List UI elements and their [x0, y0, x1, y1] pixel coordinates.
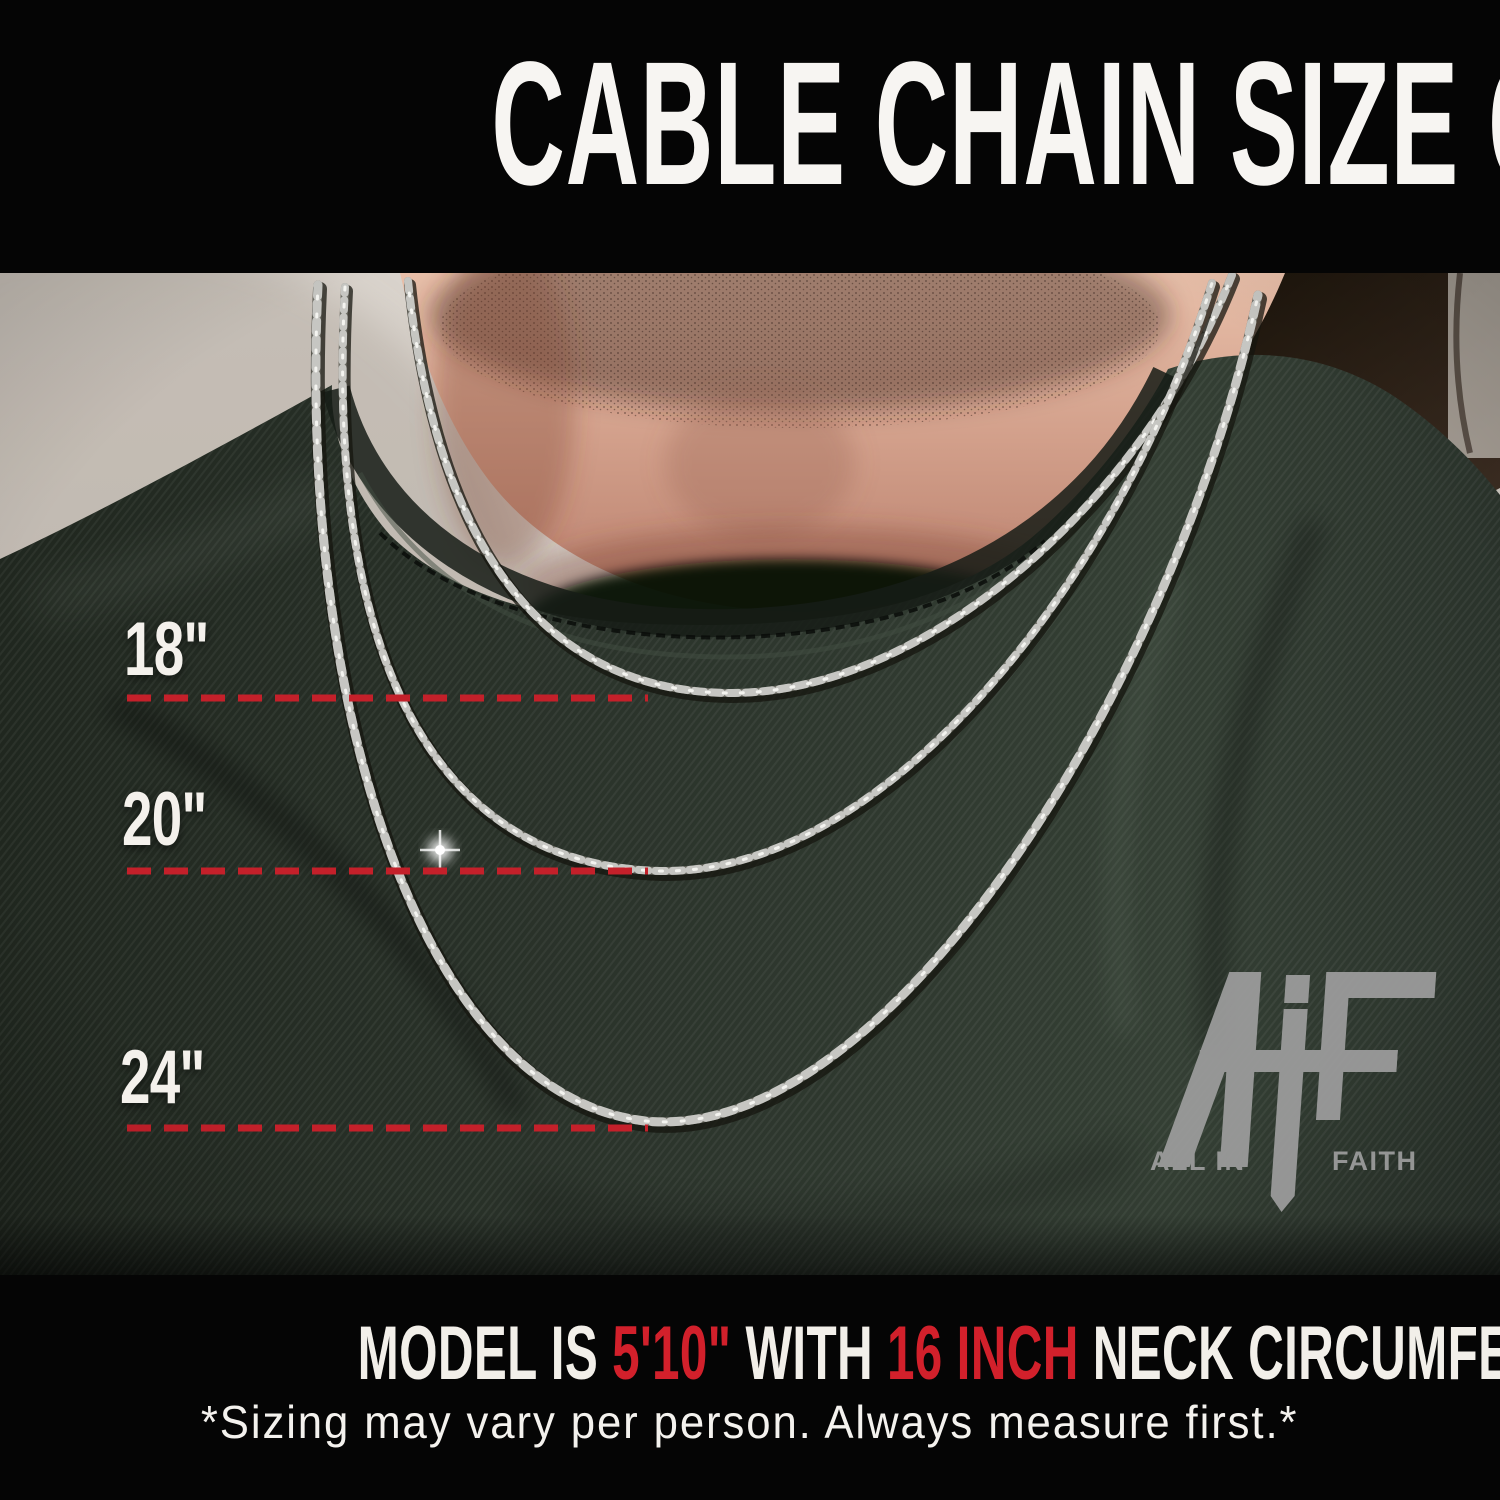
model-height: 5'10" — [612, 1311, 732, 1396]
model-info-part: WITH — [745, 1311, 873, 1396]
bottom-banner: MODEL IS 5'10" WITH 16 INCH NECK CIRCUMF… — [0, 1275, 1500, 1500]
logo-tagline-right: FAITH — [1332, 1146, 1418, 1176]
bottom-fade — [0, 1215, 1500, 1275]
model-info-text: MODEL IS 5'10" WITH 16 INCH NECK CIRCUMF… — [0, 1316, 1500, 1392]
model-info-part: NECK CIRCUMFERENCE — [1092, 1311, 1500, 1396]
sizing-note: *Sizing may vary per person. Always meas… — [201, 1396, 1299, 1448]
sword-icon — [1270, 1009, 1308, 1212]
page-title-wrap: CABLE CHAIN SIZE CHART — [0, 36, 1500, 212]
top-banner: CABLE CHAIN SIZE CHART — [0, 0, 1500, 273]
size-label-18-inch: 18" — [124, 607, 209, 692]
logo-tagline-left: ALL IN — [1150, 1146, 1246, 1176]
letter-i-dot — [1284, 975, 1311, 1003]
model-info-part: MODEL IS — [357, 1311, 599, 1396]
aif-logo: ALL IN FAITH — [1150, 972, 1437, 1212]
sizing-note-wrap: *Sizing may vary per person. Always meas… — [0, 1399, 1500, 1445]
neck-size: 16 INCH — [887, 1311, 1079, 1396]
size-label-20-inch: 20" — [122, 777, 207, 862]
aif-monogram: ALL IN FAITH — [1150, 972, 1437, 1212]
page-title: CABLE CHAIN SIZE CHART — [491, 26, 1500, 222]
letter-f — [1315, 972, 1437, 1120]
size-label-24-inch: 24" — [120, 1035, 205, 1120]
